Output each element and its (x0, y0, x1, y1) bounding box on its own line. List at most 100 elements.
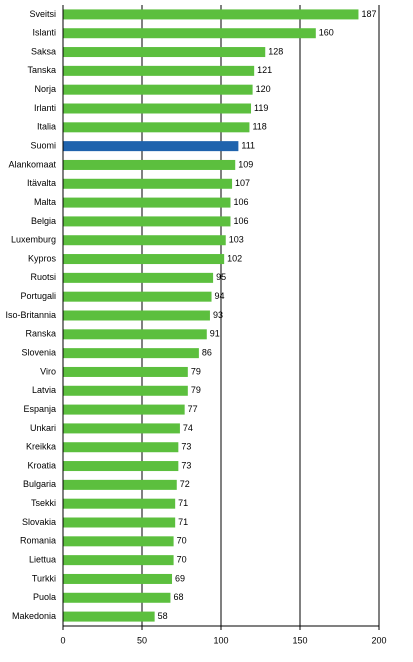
y-tick-label: Saksa (31, 46, 56, 56)
y-tick-label: Unkari (30, 423, 56, 433)
data-label: 70 (177, 555, 187, 565)
x-tick-label: 200 (371, 635, 386, 645)
y-tick-label: Malta (34, 197, 56, 207)
bar (63, 47, 266, 58)
data-label: 73 (181, 460, 191, 470)
data-label: 111 (241, 141, 255, 151)
y-tick-label: Tsekki (31, 498, 56, 508)
y-tick-label: Ruotsi (30, 272, 56, 282)
data-label: 77 (188, 404, 198, 414)
data-label: 94 (215, 291, 225, 301)
data-label: 72 (180, 479, 190, 489)
bar (63, 272, 214, 283)
y-tick-label: Espanja (23, 404, 56, 414)
data-label: 71 (178, 498, 188, 508)
y-tick-label: Viro (40, 366, 56, 376)
y-tick-label: Tanska (27, 65, 56, 75)
y-tick-label: Bulgaria (23, 479, 56, 489)
data-label: 103 (229, 235, 244, 245)
y-tick-label: Kypros (28, 253, 57, 263)
data-label: 69 (175, 573, 185, 583)
data-label: 79 (191, 385, 201, 395)
data-label: 102 (227, 253, 242, 263)
bar (63, 555, 174, 566)
data-label: 187 (361, 9, 376, 19)
data-label: 107 (235, 178, 250, 188)
data-label: 70 (177, 536, 187, 546)
x-tick-label: 50 (137, 635, 147, 645)
y-tick-label: Italia (37, 122, 56, 132)
data-label: 86 (202, 348, 212, 358)
y-tick-label: Irlanti (34, 103, 56, 113)
y-tick-label: Slovenia (21, 348, 56, 358)
bar (63, 479, 177, 490)
y-tick-label: Kroatia (27, 460, 56, 470)
data-label: 91 (210, 329, 220, 339)
bar (63, 498, 176, 509)
data-label: 74 (183, 423, 193, 433)
data-label: 160 (319, 28, 334, 38)
x-tick-label: 100 (213, 635, 228, 645)
y-tick-label: Latvia (32, 385, 56, 395)
bar (63, 235, 226, 246)
y-tick-label: Puola (33, 592, 56, 602)
bar (63, 461, 179, 472)
data-label: 121 (257, 65, 272, 75)
bar (63, 178, 233, 189)
bar (63, 28, 316, 39)
data-label: 128 (268, 46, 283, 56)
bar (63, 9, 359, 20)
bar (63, 366, 188, 377)
bar (63, 310, 210, 321)
data-label: 120 (256, 84, 271, 94)
bar (63, 517, 176, 528)
data-label: 106 (233, 216, 248, 226)
bar (63, 348, 199, 359)
bar (63, 122, 250, 133)
bar (63, 216, 231, 227)
y-tick-label: Belgia (31, 216, 56, 226)
bar (63, 103, 252, 114)
y-tick-label: Itävalta (27, 178, 56, 188)
data-label: 79 (191, 366, 201, 376)
data-label: 118 (252, 122, 266, 132)
bar (63, 611, 155, 622)
y-tick-label: Sveitsi (29, 9, 56, 19)
data-label: 73 (181, 442, 191, 452)
bar (63, 423, 180, 434)
data-label: 68 (173, 592, 183, 602)
bar (63, 573, 173, 584)
bar (63, 197, 231, 208)
y-tick-label: Iso-Britannia (5, 310, 56, 320)
y-tick-label: Romania (20, 536, 56, 546)
bar (63, 404, 185, 415)
bar (63, 65, 255, 76)
data-label: 106 (233, 197, 248, 207)
x-tick-label: 0 (60, 635, 65, 645)
bar (63, 592, 171, 603)
y-tick-label: Suomi (30, 141, 56, 151)
bar (63, 254, 225, 265)
data-label: 93 (213, 310, 223, 320)
y-tick-label: Alankomaat (8, 159, 56, 169)
y-tick-label: Kreikka (26, 442, 56, 452)
data-label: 119 (254, 103, 268, 113)
bar (63, 291, 212, 302)
x-tick-label: 150 (292, 635, 307, 645)
y-tick-label: Turkki (32, 573, 56, 583)
bar (63, 536, 174, 547)
y-tick-label: Norja (34, 84, 56, 94)
y-tick-label: Islanti (32, 28, 56, 38)
bar (63, 159, 236, 170)
bar (63, 141, 239, 152)
data-label: 71 (178, 517, 188, 527)
bar (63, 442, 179, 453)
y-tick-label: Ranska (25, 329, 56, 339)
data-label: 109 (238, 159, 253, 169)
data-label: 95 (216, 272, 226, 282)
data-label: 58 (158, 611, 168, 621)
bar (63, 385, 188, 396)
bar (63, 84, 253, 95)
y-tick-label: Slovakia (22, 517, 56, 527)
